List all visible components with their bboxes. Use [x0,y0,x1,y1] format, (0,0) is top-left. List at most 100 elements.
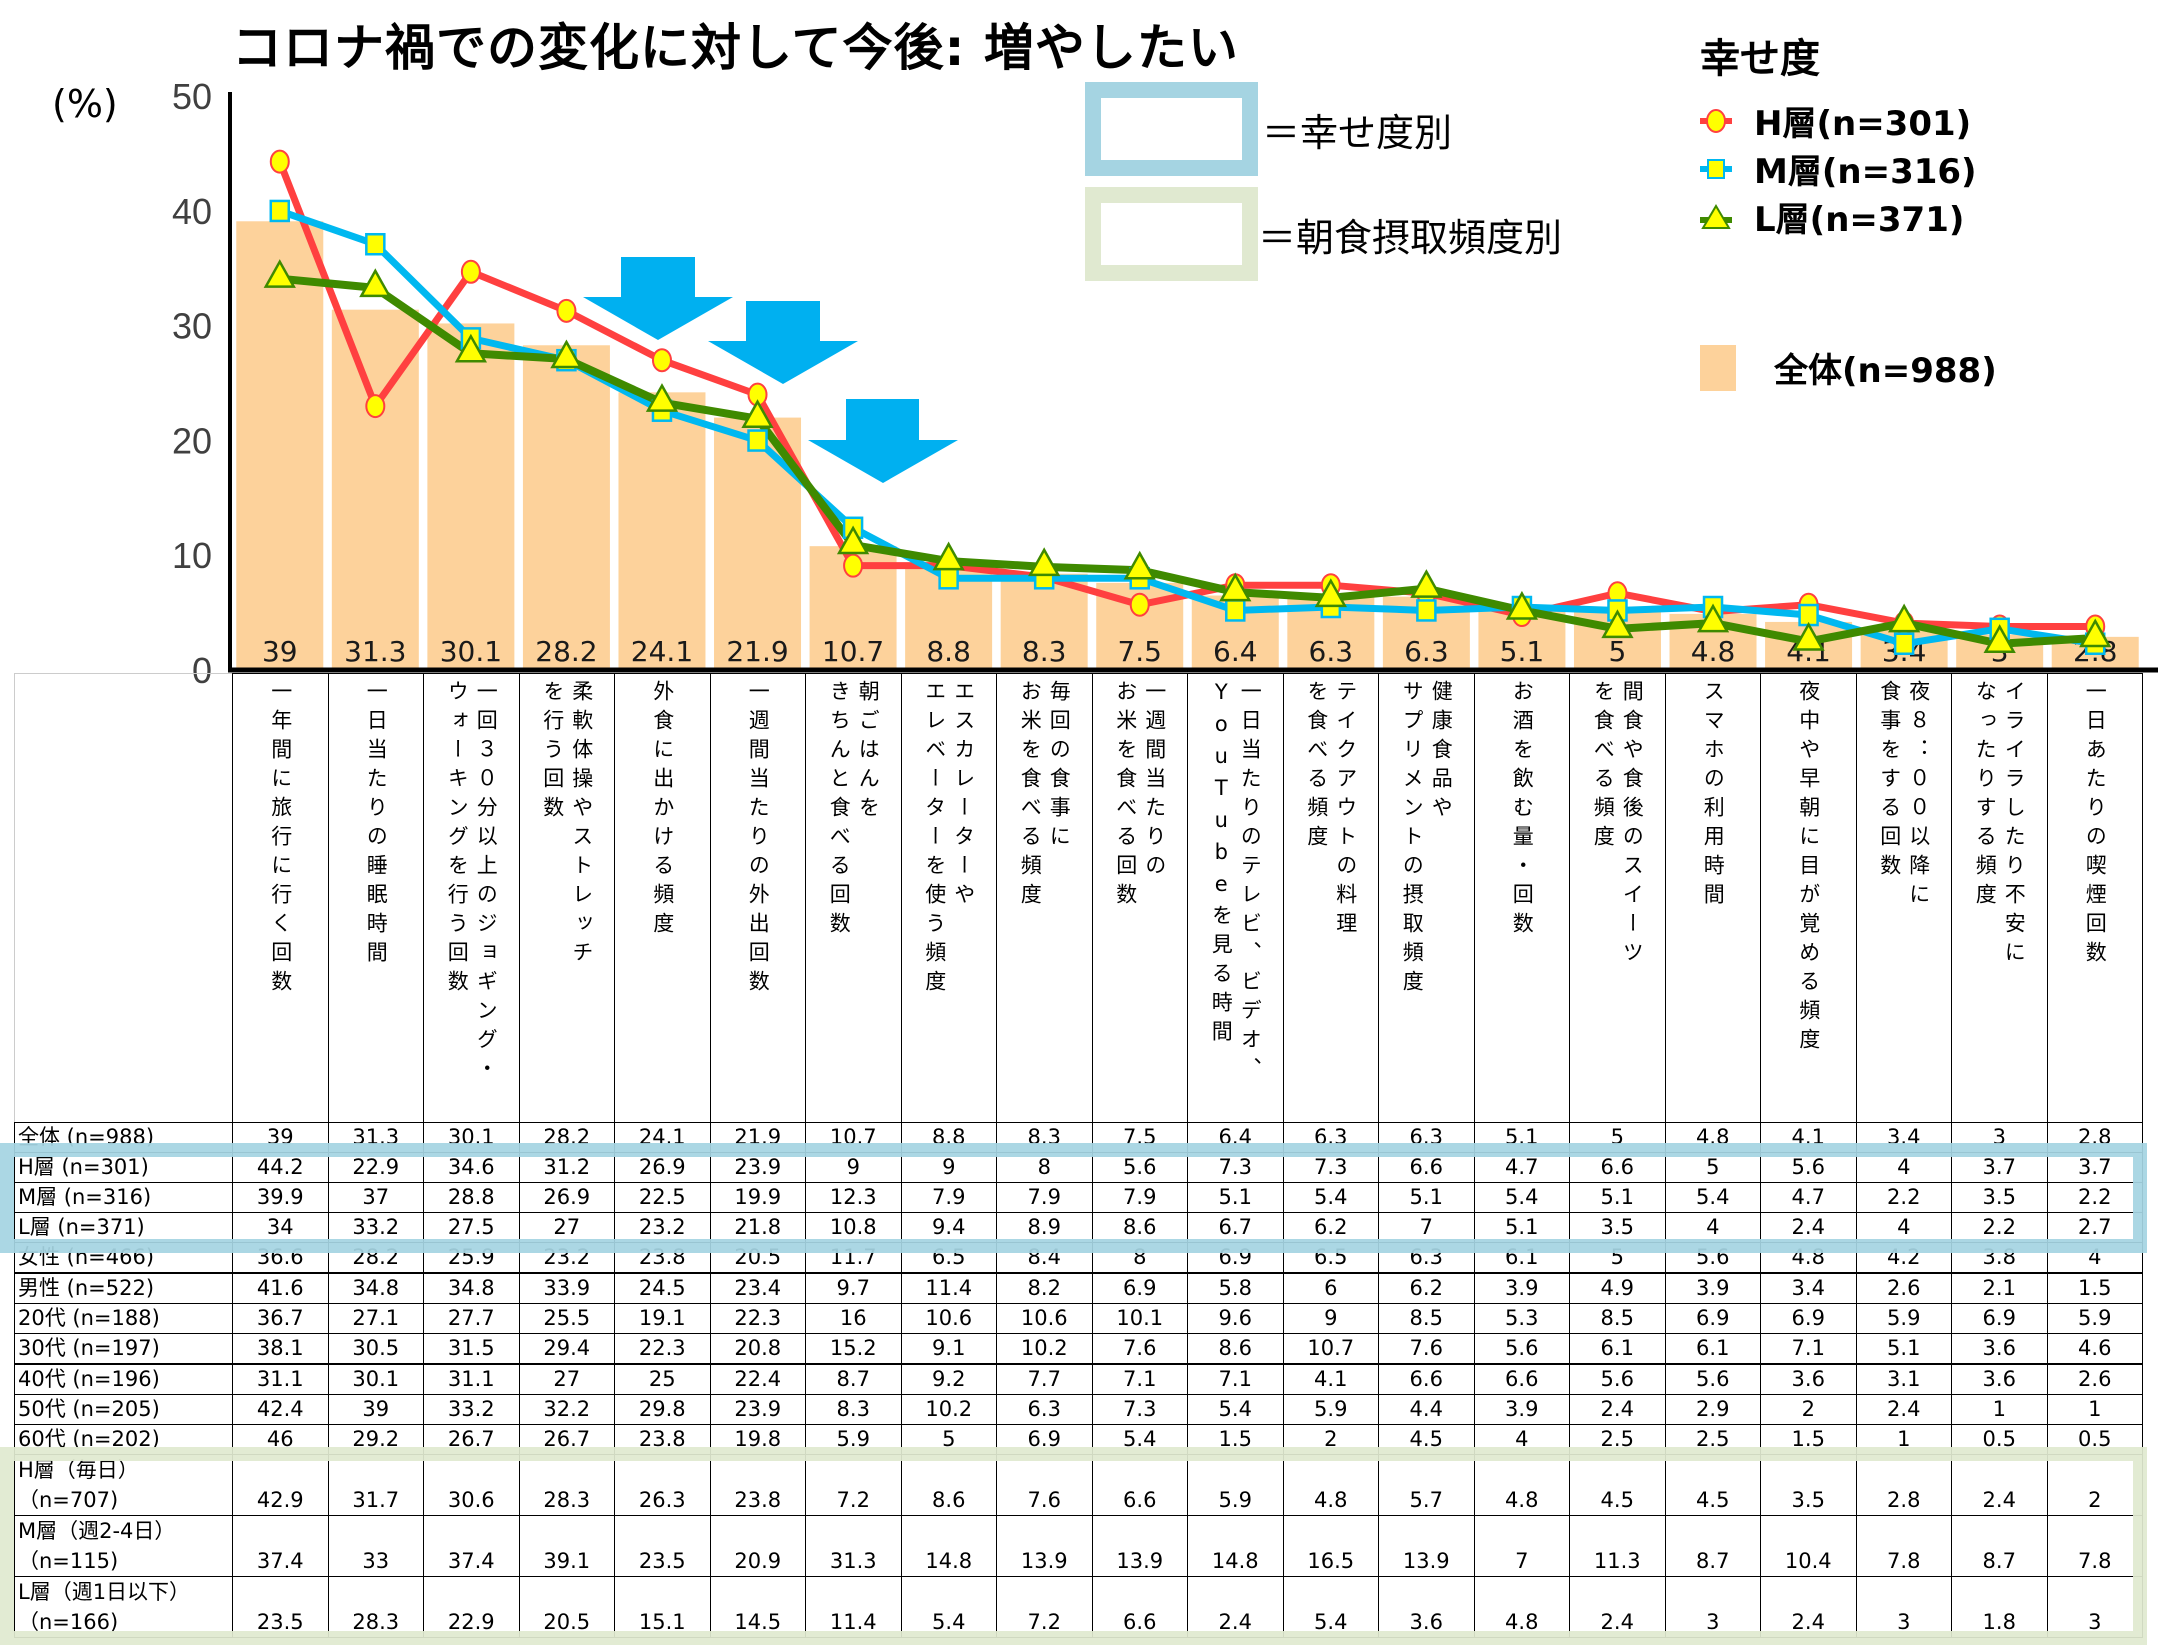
triangle-marker [263,259,296,288]
legend-item-l: L層(n=371) [1700,192,1964,241]
table-cell: 6.2 [1378,1272,1475,1304]
table-row: 30代 (n=197) 38.1 30.5 31.5 29.4 22.3 20.8 15.2 9… [14,1333,2143,1365]
legend-item-total: 全体(n=988) [1700,343,1997,392]
table-cell: 6.7 [1187,1212,1284,1243]
row-label-line: （n=166) [18,1610,119,1634]
table-cell: 6.6 [1473,1363,1570,1395]
triangle-marker [741,399,774,428]
table-cell: 5 [1569,1242,1666,1274]
table-cell: 19.9 [709,1182,806,1213]
table-cell: 7.7 [996,1363,1093,1395]
table-cell: 5.9 [1855,1303,1952,1334]
table-row: 40代 (n=196) 31.1 30.1 31.1 27 25 22.4 8.7 9.2 7.7… [14,1363,2143,1395]
table-cell: 27.1 [327,1303,424,1334]
table-cell: 6.3 [996,1394,1093,1425]
table-cell: 2.5 [1664,1424,1761,1455]
table-cell: 6.3 [1378,1242,1475,1274]
bar-value-label: 4.8 [1691,635,1736,668]
table-cell: 8.6 [900,1454,997,1516]
table-cell: 5.9 [1282,1394,1379,1425]
table-cell: 37.4 [423,1515,520,1577]
table-cell: 5.6 [1760,1152,1857,1183]
breakfast-highlight-swatch [1085,187,1258,281]
table-cell: 3.6 [1951,1363,2048,1395]
table-row: 男性 (n=522) 41.6 34.8 34.8 33.9 24.5 23.4 9.7 11.… [14,1272,2143,1304]
table-cell: 9 [1282,1303,1379,1334]
table-cell: 42.4 [232,1394,329,1425]
breakfast-highlight-label: ＝朝食摂取頻度別 [1258,216,1563,260]
table-cell: 7.9 [996,1182,1093,1213]
table-cell: 6.9 [1091,1272,1188,1304]
table-cell: 46 [232,1424,329,1455]
table-cell: 26.9 [518,1182,615,1213]
table-cell: 1 [1855,1424,1952,1455]
row-label-line: L層（週1日以下） [18,1580,191,1604]
table-cell: 4 [1855,1212,1952,1243]
table-cell: 5.4 [900,1576,997,1638]
table-cell: 31.5 [423,1333,520,1365]
column-header-line: きちんと食べる回数 [827,680,852,941]
table-cell: 8.5 [1378,1303,1475,1334]
table-cell: 26.7 [423,1424,520,1455]
table-cell: 8.9 [996,1212,1093,1243]
legend-label-m: M層(n=316) [1754,152,1977,192]
table-cell: 30.6 [423,1454,520,1516]
column-header-line: 食事をする回数 [1877,680,1902,883]
table-row: 60代 (n=202) 46 29.2 26.7 26.7 23.8 19.8 5.9 5 6.9… [14,1424,2143,1455]
table-cell: 6.5 [1282,1242,1379,1274]
table-cell: 1 [1951,1394,2048,1425]
table-row: 全体 (n=988) 39 31.3 30.1 28.2 24.1 21.9 10.7 8.8 8… [14,1122,2143,1153]
table-cell: 33 [327,1515,424,1577]
table-cell: 9.2 [900,1363,997,1395]
legend-item-h: H層(n=301) [1700,96,1971,145]
table-cell: 11.4 [805,1576,902,1638]
column-header: 毎回の食事に お米を食べる頻度 [996,673,1093,1123]
table-cell: 10.6 [996,1303,1093,1334]
column-header-text: 一日当たりのテレビ、ビデオ、 YouTubeを見る時間 [1206,680,1264,1110]
circle-marker [843,553,864,578]
table-cell: 29.8 [614,1394,711,1425]
table-cell: 1 [2046,1394,2143,1425]
table-cell: 5.6 [1664,1363,1761,1395]
table-cell: 5.9 [805,1424,902,1455]
bar-value-label: 30.1 [440,635,502,668]
table-cell: 27.5 [423,1212,520,1243]
column-header-line: テイクアウトの料理 [1333,680,1358,941]
table-cell: 34 [232,1212,329,1243]
table-cell: 5.4 [1282,1182,1379,1213]
bar-swatch-icon [1700,344,1736,391]
column-header-line: 一日当たりのテレビ、ビデオ、 [1238,680,1263,1086]
table-cell: 7 [1473,1515,1570,1577]
table-cell: 2.9 [1664,1394,1761,1425]
square-marker [1416,599,1437,622]
table-cell: 3 [1951,1122,2048,1153]
table-cell: 20.8 [709,1333,806,1365]
table-cell: 2.2 [1855,1182,1952,1213]
triangle-marker [1219,572,1252,602]
table-cell: 8.6 [1091,1212,1188,1243]
table-cell: 2.1 [1951,1272,2048,1304]
line-series-l [279,274,2096,648]
triangle-marker [645,383,679,412]
triangle-marker [1028,547,1061,577]
column-header-line: YouTubeを見る時間 [1209,680,1234,1049]
table-cell: 20.5 [518,1576,615,1638]
table-cell: 28.8 [423,1182,520,1213]
column-header: 柔軟体操やストレッチ を行う回数 [518,673,615,1123]
table-cell: 5.1 [1855,1333,1952,1365]
table-cell: 26.9 [614,1152,711,1183]
column-header-line: 柔軟体操やストレッチ [569,680,594,970]
table-cell: 31.1 [423,1363,520,1395]
column-header: 夜８：００以降に 食事をする回数 [1855,673,1952,1123]
table-cell: 5.6 [1569,1363,1666,1395]
table-row: 50代 (n=205) 42.4 39 33.2 32.2 29.8 23.9 8.3 10.2… [14,1394,2143,1425]
triangle-marker [1314,578,1347,608]
table-cell: 22.4 [709,1363,806,1395]
bar-value-label: 10.7 [822,635,884,668]
table-cell: 21.9 [709,1122,806,1153]
circle-marker [365,394,386,419]
column-header-text: イライラしたり不安に なったりする頻度 [1970,680,2028,1110]
row-label-line: （n=707) [18,1488,119,1512]
table-cell: 9 [900,1152,997,1183]
table-cell: 2.4 [1760,1576,1857,1638]
